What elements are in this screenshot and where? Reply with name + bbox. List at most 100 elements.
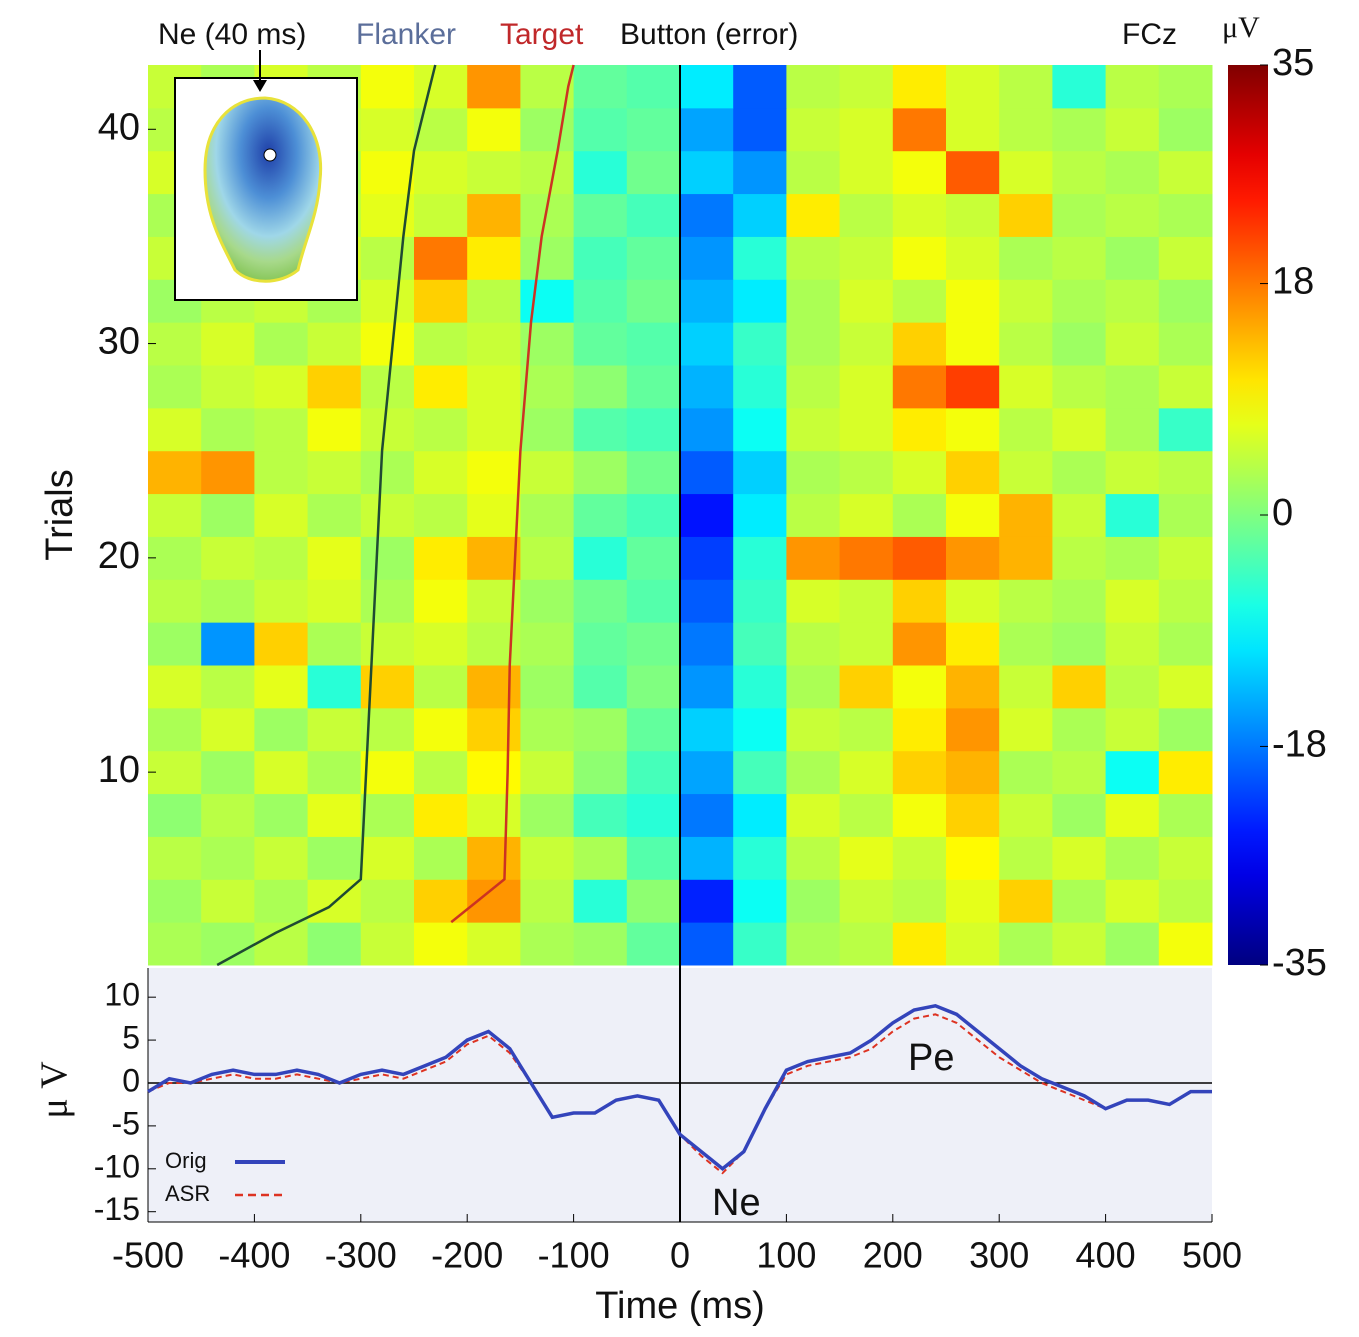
heat-cell: [520, 579, 575, 623]
heat-cell: [626, 579, 681, 623]
heat-cell: [999, 365, 1053, 409]
heat-cell: [946, 65, 1000, 109]
heat-cell: [680, 65, 734, 109]
flanker-label: Flanker: [356, 18, 456, 51]
heat-cell: [999, 922, 1053, 966]
heat-cell: [733, 579, 787, 623]
heat-cell: [839, 236, 894, 280]
heat-cell: [892, 193, 947, 237]
heat-cell: [307, 365, 362, 409]
heat-cell: [680, 107, 734, 152]
heat-cell: [1052, 65, 1107, 109]
heat-cell: [999, 107, 1053, 152]
heat-cell: [573, 236, 628, 280]
heat-cell: [148, 622, 202, 666]
heat-cell: [626, 665, 681, 709]
heat-cell: [360, 922, 415, 966]
heat-cell: [946, 193, 1000, 237]
x-tick-label: 100: [756, 1235, 816, 1276]
heat-cell: [201, 365, 255, 409]
heat-cell: [414, 750, 468, 795]
heat-cell: [1158, 579, 1213, 623]
heat-cell: [1052, 579, 1107, 623]
heat-cell: [733, 750, 787, 795]
heat-cell: [1052, 750, 1107, 795]
heat-cell: [786, 579, 841, 623]
x-tick-label: -500: [112, 1235, 184, 1276]
heat-cell: [999, 536, 1053, 580]
heat-cell: [839, 365, 894, 409]
heat-cell: [946, 750, 1000, 795]
y-tick-label: 30: [98, 321, 140, 363]
heat-cell: [201, 579, 255, 623]
heat-cell: [254, 322, 309, 366]
heat-cell: [1105, 450, 1160, 495]
heat-cell: [999, 665, 1053, 709]
heat-cell: [148, 365, 202, 409]
heat-cell: [786, 922, 841, 966]
heat-cell: [307, 665, 362, 709]
heat-cell: [467, 450, 521, 495]
heat-cell: [1052, 450, 1107, 495]
heat-cell: [254, 879, 309, 923]
heat-cell: [1105, 879, 1160, 923]
heat-cell: [467, 707, 521, 752]
heat-cell: [1158, 622, 1213, 666]
heat-cell: [467, 536, 521, 580]
heat-cell: [414, 579, 468, 623]
heat-cell: [573, 107, 628, 152]
y-tick-label: 20: [98, 535, 140, 577]
heat-cell: [946, 407, 1000, 452]
heat-cell: [1105, 750, 1160, 795]
heat-cell: [946, 150, 1000, 195]
heat-cell: [1052, 150, 1107, 195]
heat-cell: [360, 879, 415, 923]
heat-cell: [201, 707, 255, 752]
heat-cell: [201, 750, 255, 795]
heat-cell: [148, 750, 202, 795]
heat-cell: [148, 707, 202, 752]
rt-curve: [216, 64, 437, 967]
heat-cell: [360, 536, 415, 580]
heat-cell: [680, 407, 734, 452]
heat-cell: [573, 879, 628, 923]
heat-cell: [1158, 193, 1213, 237]
heat-cell: [1158, 707, 1213, 752]
heat-cell: [307, 836, 362, 880]
heat-cell: [148, 536, 202, 580]
heat-cell: [360, 793, 415, 837]
heat-cell: [254, 750, 309, 795]
heat-cell: [680, 922, 734, 966]
heat-cell: [573, 622, 628, 666]
heat-cell: [1105, 279, 1160, 323]
heat-cell: [1052, 665, 1107, 709]
heat-cell: [733, 150, 787, 195]
heat-cell: [892, 150, 947, 195]
heat-cell: [946, 493, 1000, 537]
heat-cell: [254, 836, 309, 880]
heat-cell: [626, 450, 681, 495]
heat-cell: [626, 407, 681, 452]
heat-cell: [786, 236, 841, 280]
heat-cell: [786, 279, 841, 323]
heat-cell: [201, 536, 255, 580]
heat-cell: [1105, 236, 1160, 280]
heat-cell: [892, 750, 947, 795]
heat-cell: [307, 707, 362, 752]
heat-cell: [1052, 493, 1107, 537]
heat-cell: [626, 107, 681, 152]
x-tick-label: -400: [218, 1235, 290, 1276]
heat-cell: [520, 793, 575, 837]
heat-cell: [148, 322, 202, 366]
heat-cell: [733, 536, 787, 580]
heat-cell: [573, 65, 628, 109]
heat-cell: [1105, 150, 1160, 195]
heat-cell: [946, 536, 1000, 580]
heat-cell: [520, 707, 575, 752]
heat-cell: [839, 707, 894, 752]
heat-cell: [999, 750, 1053, 795]
heat-cell: [201, 793, 255, 837]
heat-cell: [680, 879, 734, 923]
heat-cell: [307, 322, 362, 366]
heat-cell: [946, 793, 1000, 837]
